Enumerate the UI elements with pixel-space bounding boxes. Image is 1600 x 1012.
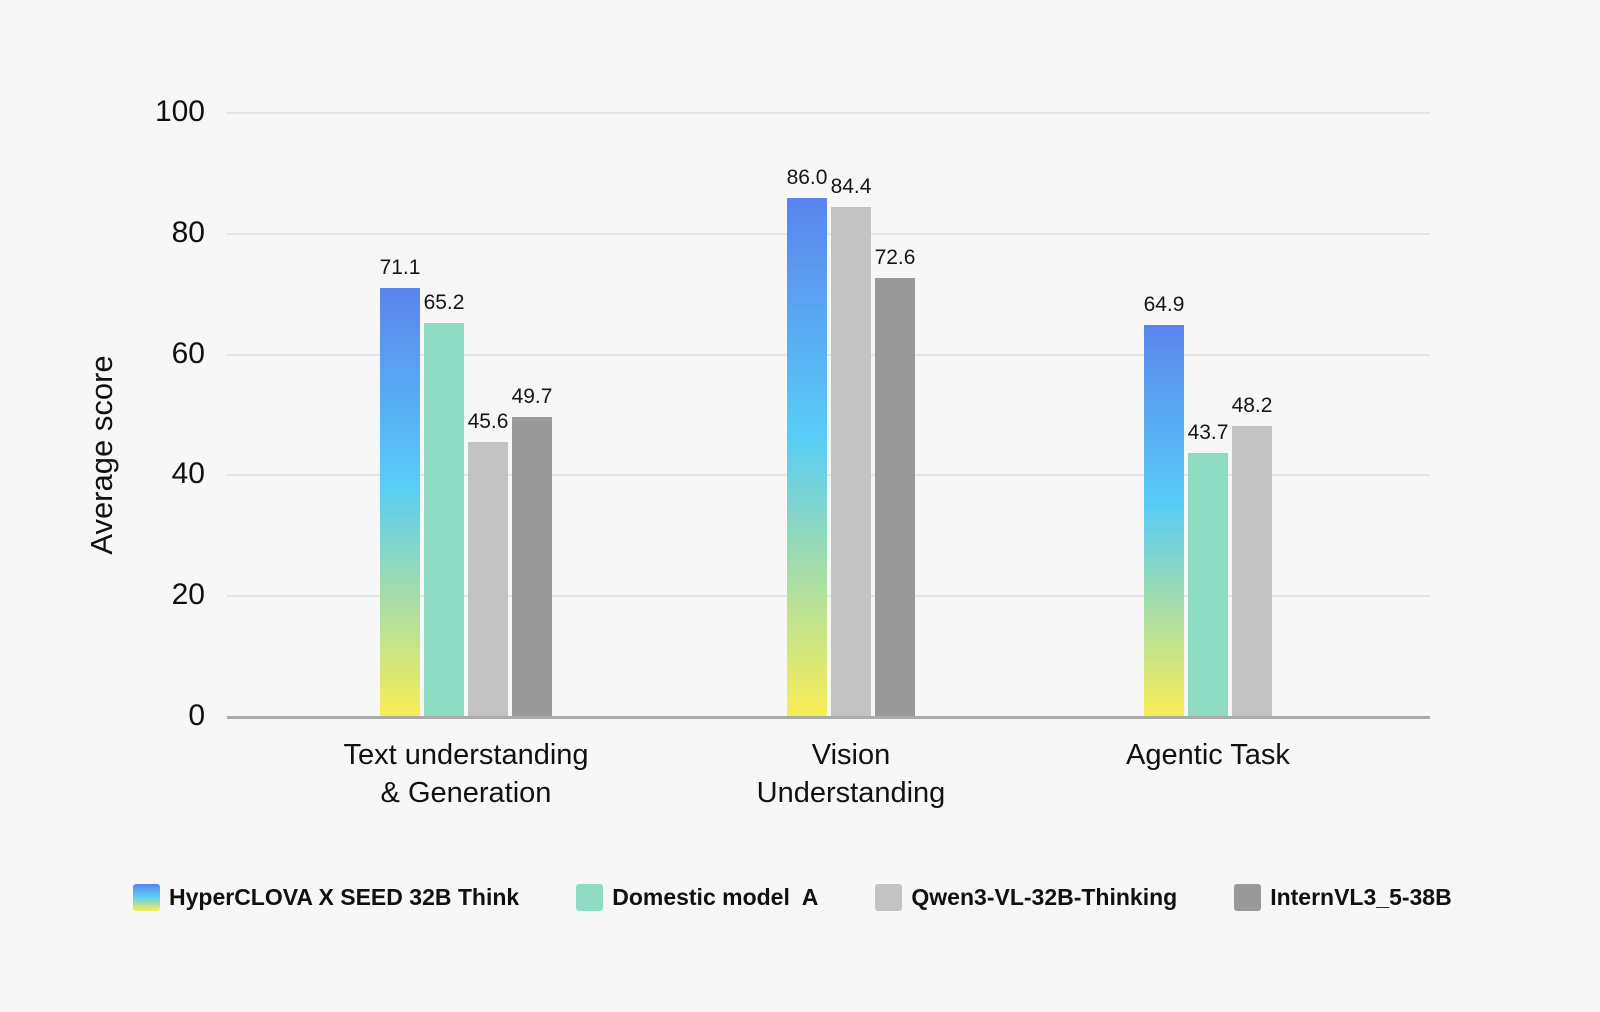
- gridline: [227, 595, 1430, 598]
- legend-item: InternVL3_5-38B: [1234, 884, 1452, 911]
- bar-value-label: 43.7: [1187, 421, 1229, 445]
- y-tick-label: 60: [171, 336, 205, 370]
- bar-hyperclova-x-seed-32b-think: [380, 287, 420, 717]
- bar-value-label: 84.4: [830, 175, 872, 199]
- legend-swatch: [875, 884, 903, 911]
- bar-value-label: 48.2: [1231, 393, 1273, 417]
- legend: HyperCLOVA X SEED 32B Think Domestic mode…: [133, 884, 1452, 911]
- bar-qwen3-vl-32b-thinking: [1232, 425, 1272, 717]
- legend-label: Domestic model A: [612, 884, 819, 910]
- bar-value-label: 64.9: [1143, 293, 1185, 316]
- bar-internvl3_5-38b: [512, 416, 552, 717]
- legend-label: InternVL3_5-38B: [1270, 884, 1452, 910]
- y-tick-label: 20: [171, 578, 205, 612]
- y-tick-label: 40: [171, 457, 205, 491]
- legend-item: Domestic model A: [576, 884, 818, 911]
- legend-swatch: [576, 884, 604, 911]
- category-label: Text understanding & Generation: [343, 739, 589, 809]
- bar-hyperclova-x-seed-32b-think: [787, 197, 827, 717]
- y-tick-label: 100: [154, 95, 205, 128]
- bar-domestic-model-a: [424, 323, 464, 717]
- legend-swatch: [133, 884, 160, 911]
- legend-swatch: [1234, 884, 1262, 911]
- gridline: [227, 353, 1430, 356]
- gridline: [227, 232, 1430, 235]
- bar-value-label: 86.0: [786, 165, 828, 189]
- bar-value-label: 45.6: [467, 409, 509, 433]
- y-tick-label: 80: [171, 215, 205, 249]
- bar-domestic-model-a: [1188, 453, 1228, 717]
- bar-value-label: 71.1: [379, 255, 421, 279]
- gridline: [227, 112, 1430, 114]
- legend-label: HyperCLOVA X SEED 32B Think: [169, 884, 520, 910]
- bar-qwen3-vl-32b-thinking: [468, 441, 508, 717]
- gridline: [227, 474, 1430, 477]
- x-axis-line: [227, 716, 1430, 719]
- legend-label: Qwen3-VL-32B-Thinking: [911, 884, 1178, 910]
- bar-value-label: 72.6: [874, 246, 916, 270]
- legend-item: Qwen3-VL-32B-Thinking: [875, 884, 1177, 911]
- bar-qwen3-vl-32b-thinking: [831, 207, 871, 717]
- category-label: Agentic Task: [1126, 739, 1290, 771]
- legend-item: HyperCLOVA X SEED 32B Think: [133, 884, 519, 911]
- bar-value-label: 65.2: [423, 291, 465, 315]
- category-label: Vision Understanding: [756, 739, 946, 809]
- bar-internvl3_5-38b: [875, 278, 915, 717]
- bar-hyperclova-x-seed-32b-think: [1144, 325, 1184, 717]
- y-tick-label: 0: [188, 699, 205, 732]
- bar-value-label: 49.7: [511, 384, 553, 408]
